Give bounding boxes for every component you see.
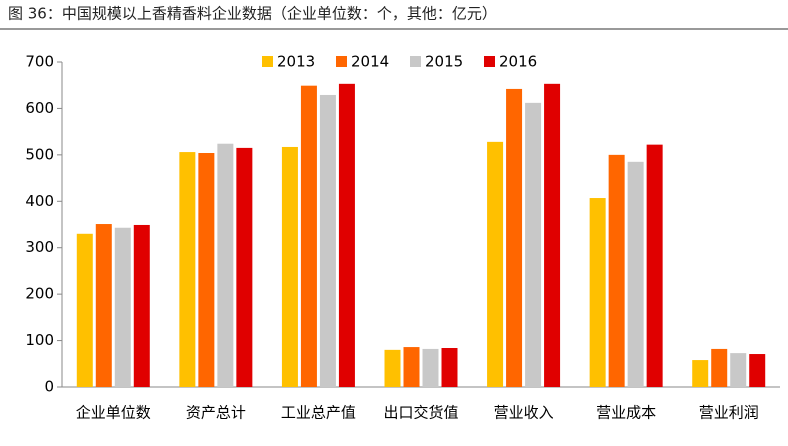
bar bbox=[646, 144, 663, 387]
bar bbox=[544, 83, 561, 388]
bar bbox=[198, 153, 215, 387]
bar bbox=[179, 152, 196, 387]
legend-swatch bbox=[336, 56, 347, 67]
legend-label: 2013 bbox=[277, 53, 315, 71]
x-tick-label: 工业总产值 bbox=[281, 404, 356, 422]
y-tick-label: 200 bbox=[25, 285, 54, 303]
bar bbox=[441, 348, 458, 387]
legend-label: 2015 bbox=[425, 53, 463, 71]
bar bbox=[711, 348, 728, 387]
bar bbox=[95, 224, 112, 387]
bar bbox=[217, 143, 234, 387]
x-tick-label: 营业利润 bbox=[699, 404, 759, 422]
bar bbox=[487, 141, 504, 387]
bar bbox=[589, 198, 606, 387]
legend-swatch bbox=[484, 56, 495, 67]
legend-swatch bbox=[410, 56, 421, 67]
bar bbox=[608, 154, 625, 387]
x-tick-label: 营业收入 bbox=[494, 404, 554, 422]
y-tick-label: 600 bbox=[25, 99, 54, 117]
y-tick-label: 700 bbox=[25, 53, 54, 71]
x-tick-label: 企业单位数 bbox=[76, 404, 151, 422]
bar bbox=[525, 102, 542, 387]
bar bbox=[506, 88, 523, 387]
y-tick-label: 300 bbox=[25, 238, 54, 256]
legend-label: 2014 bbox=[351, 53, 389, 71]
bar bbox=[627, 161, 644, 387]
bar bbox=[730, 353, 747, 387]
y-tick-label: 500 bbox=[25, 145, 54, 163]
legend-swatch bbox=[262, 56, 273, 67]
x-tick-label: 出口交货值 bbox=[383, 404, 458, 422]
bar bbox=[749, 354, 766, 387]
x-tick-label: 营业成本 bbox=[596, 404, 656, 422]
bar bbox=[338, 83, 355, 388]
bar bbox=[692, 360, 709, 387]
bar bbox=[319, 94, 336, 387]
bar bbox=[236, 147, 253, 387]
y-tick-label: 0 bbox=[44, 378, 54, 396]
bar bbox=[300, 85, 317, 387]
bar bbox=[403, 347, 420, 387]
x-tick-label: 资产总计 bbox=[186, 404, 246, 422]
bar bbox=[76, 233, 93, 387]
bar bbox=[422, 348, 439, 387]
y-tick-label: 400 bbox=[25, 192, 54, 210]
bar bbox=[281, 146, 298, 387]
chart-title: 图 36：中国规模以上香精香料企业数据（企业单位数：个，其他：亿元） bbox=[8, 5, 497, 23]
bar bbox=[133, 224, 150, 387]
legend-label: 2016 bbox=[499, 53, 537, 71]
y-tick-label: 100 bbox=[25, 331, 54, 349]
bar bbox=[384, 349, 401, 387]
bar bbox=[114, 227, 131, 387]
